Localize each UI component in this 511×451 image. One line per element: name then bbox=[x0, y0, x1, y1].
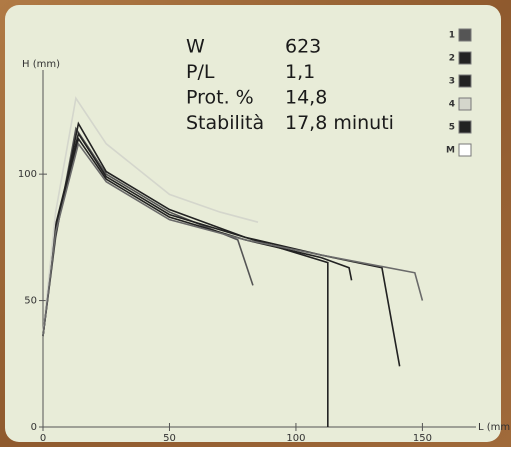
stat-value: 623 bbox=[285, 36, 321, 58]
panel bbox=[5, 5, 501, 442]
stat-label: Stabilità bbox=[186, 112, 264, 134]
stat-label: P/L bbox=[186, 61, 215, 83]
stat-label: Prot. % bbox=[186, 87, 254, 109]
legend-swatch bbox=[458, 143, 472, 157]
legend-label: 5 bbox=[449, 123, 455, 133]
legend-label: 2 bbox=[449, 54, 455, 64]
stat-value: 1,1 bbox=[285, 61, 315, 83]
x-tick-label: 150 bbox=[413, 433, 432, 444]
legend-swatch bbox=[458, 120, 472, 134]
x-tick-label: 50 bbox=[163, 433, 176, 444]
legend-swatch bbox=[458, 97, 472, 111]
legend-label: 3 bbox=[449, 77, 455, 87]
legend-swatch bbox=[458, 28, 472, 42]
y-tick-label: 100 bbox=[18, 169, 37, 180]
x-tick-label: 100 bbox=[286, 433, 305, 444]
x-axis-label: L (mm) bbox=[478, 422, 511, 433]
y-tick-label: 0 bbox=[31, 422, 37, 433]
stat-value: 17,8 minuti bbox=[285, 112, 394, 134]
legend-swatch bbox=[458, 51, 472, 65]
stat-label: W bbox=[186, 36, 205, 58]
stat-value: 14,8 bbox=[285, 87, 327, 109]
legend-label: 1 bbox=[449, 31, 455, 41]
y-axis-label: H (mm) bbox=[22, 59, 60, 70]
curve bbox=[42, 141, 424, 337]
legend-swatch bbox=[458, 74, 472, 88]
legend-label: 4 bbox=[449, 100, 455, 110]
x-tick-label: 0 bbox=[40, 433, 46, 444]
curve bbox=[42, 96, 259, 334]
y-tick-label: 50 bbox=[24, 296, 37, 307]
curve bbox=[42, 131, 329, 427]
legend-label: M bbox=[446, 146, 455, 156]
